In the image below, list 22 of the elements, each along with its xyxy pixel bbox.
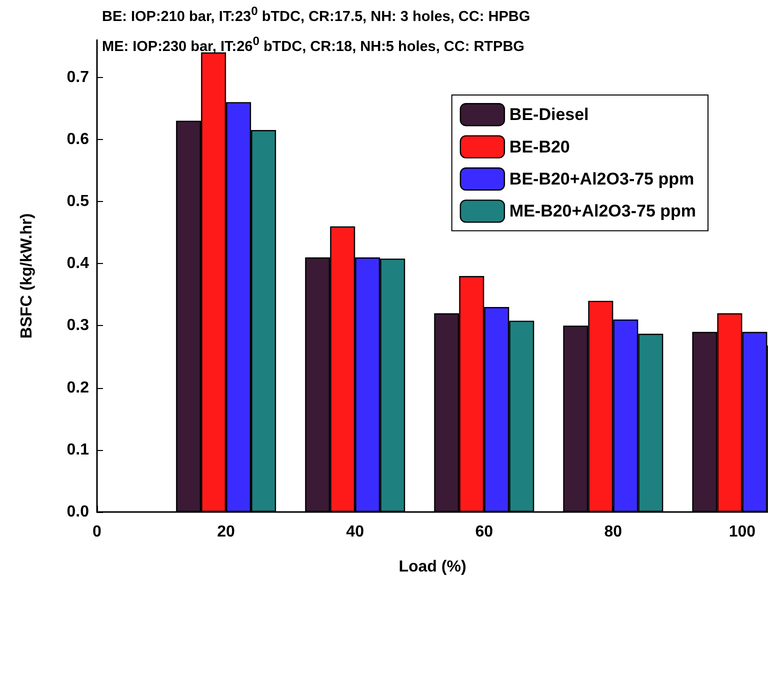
x-tick-label: 20	[217, 524, 236, 540]
y-tick-label: 0.7	[66, 68, 90, 86]
y-tick-label: 0.5	[66, 192, 90, 210]
legend-label: BE-Diesel	[509, 105, 589, 124]
legend-label: BE-B20+Al2O3-75 ppm	[509, 170, 694, 188]
x-tick-label: 60	[475, 524, 494, 540]
x-tick-label: 0	[92, 524, 102, 540]
y-axis-title: BSFC (kg/kW.hr)	[18, 213, 36, 339]
chart-subtitle: ME: IOP:230 bar, IT:26$^{0}$ bTDC, CR:18, NH:5 holes, CC: RTPBG	[102, 34, 524, 55]
x-tick-label: 40	[346, 524, 364, 540]
y-tick-label: 0.1	[66, 441, 90, 458]
chart-title: BE: IOP:210 bar, IT:23$^{0}$ bTDC, CR:17.5, NH: 3 holes, CC: HPBG	[102, 4, 530, 25]
x-axis-title: Load (%)	[398, 558, 466, 576]
y-tick-label: 0.0	[66, 504, 90, 520]
y-tick-label: 0.2	[66, 379, 90, 396]
y-tick-label: 0.3	[66, 317, 90, 334]
legend-label: BE-B20	[509, 137, 570, 156]
legend-label: ME-B20+Al2O3-75 ppm	[509, 202, 696, 221]
y-tick-label: 0.4	[66, 255, 90, 272]
y-tick-label: 0.6	[66, 130, 90, 148]
x-tick-label: 100	[728, 524, 756, 540]
x-tick-label: 80	[604, 524, 622, 540]
